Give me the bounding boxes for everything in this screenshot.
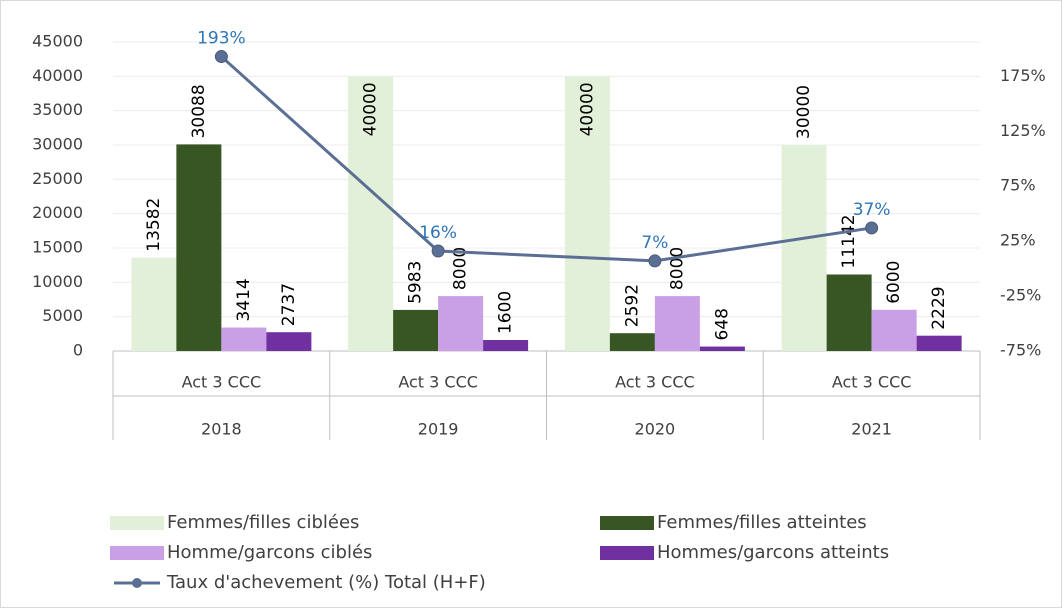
data-label: 40000	[361, 82, 381, 136]
bar	[781, 145, 827, 351]
y-tick-label: 25000	[32, 169, 83, 188]
line-label: 37%	[853, 200, 891, 220]
y-tick-label: 20000	[32, 203, 83, 222]
legend-label: Hommes/garcons atteints	[657, 542, 889, 563]
y2-tick-label: 175%	[1000, 66, 1046, 85]
bar	[564, 76, 610, 351]
legend-label: Femmes/filles atteintes	[657, 512, 867, 533]
y-tick-label: 40000	[32, 66, 83, 85]
x-tick-label: Act 3 CCC	[182, 373, 262, 392]
x-group-label: 2019	[418, 420, 459, 439]
data-label: 2737	[279, 283, 299, 326]
y-tick-label: 5000	[42, 306, 83, 325]
bar	[176, 144, 222, 351]
legend-label: Femmes/filles ciblées	[167, 512, 359, 533]
line	[220, 55, 872, 263]
bar	[221, 327, 267, 351]
bar	[266, 332, 312, 351]
y-tick-label: 45000	[32, 32, 83, 51]
data-label: 2229	[929, 286, 949, 329]
line-marker	[865, 221, 879, 235]
bar	[483, 340, 529, 351]
data-label: 8000	[451, 247, 471, 290]
data-label: 1600	[496, 291, 516, 334]
y2-tick-label: -75%	[1000, 341, 1041, 360]
line-marker	[214, 50, 228, 64]
legend-swatch	[600, 546, 654, 560]
x-group-label: 2020	[635, 420, 676, 439]
data-label: 648	[712, 308, 732, 340]
legend-swatch	[110, 516, 164, 530]
data-label: 5983	[406, 261, 426, 304]
bar	[871, 309, 917, 351]
line-marker	[648, 254, 662, 268]
y2-tick-label: 125%	[1000, 121, 1046, 140]
bar	[609, 333, 655, 351]
y2-tick-label: -25%	[1000, 286, 1041, 305]
data-label: 13582	[144, 198, 164, 252]
x-tick-label: Act 3 CCC	[398, 373, 478, 392]
line-label: 16%	[419, 223, 457, 243]
y-tick-label: 30000	[32, 135, 83, 154]
x-tick-label: Act 3 CCC	[615, 373, 695, 392]
y2-tick-label: 75%	[1000, 176, 1036, 195]
x-group-label: 2021	[851, 420, 892, 439]
x-tick-label: Act 3 CCC	[832, 373, 912, 392]
bar	[438, 296, 484, 351]
bar	[131, 257, 177, 351]
line-marker	[431, 244, 445, 258]
data-label: 6000	[884, 261, 904, 304]
data-label: 8000	[667, 247, 687, 290]
legend-swatch	[600, 516, 654, 530]
legend-label: Homme/garcons ciblés	[167, 542, 372, 563]
data-label: 30000	[794, 85, 814, 139]
bar	[699, 346, 745, 351]
bar	[916, 335, 962, 351]
bar	[654, 296, 700, 351]
bar	[348, 76, 394, 351]
line-label: 7%	[641, 233, 668, 253]
data-label: 3414	[234, 278, 254, 321]
data-label: 11142	[839, 214, 859, 268]
y-tick-label: 10000	[32, 272, 83, 291]
y-tick-label: 15000	[32, 238, 83, 257]
data-label: 2592	[622, 284, 642, 327]
y-tick-label: 0	[73, 341, 83, 360]
legend-swatch	[132, 578, 142, 588]
data-label: 40000	[577, 82, 597, 136]
bar	[826, 274, 872, 351]
y-tick-label: 35000	[32, 100, 83, 119]
x-group-label: 2018	[201, 420, 242, 439]
y2-tick-label: 25%	[1000, 231, 1036, 250]
bar	[393, 309, 439, 351]
line-label: 193%	[197, 29, 246, 49]
legend-swatch	[110, 546, 164, 560]
data-label: 30088	[189, 84, 209, 138]
legend-label: Taux d'achevement (%) Total (H+F)	[166, 572, 486, 593]
